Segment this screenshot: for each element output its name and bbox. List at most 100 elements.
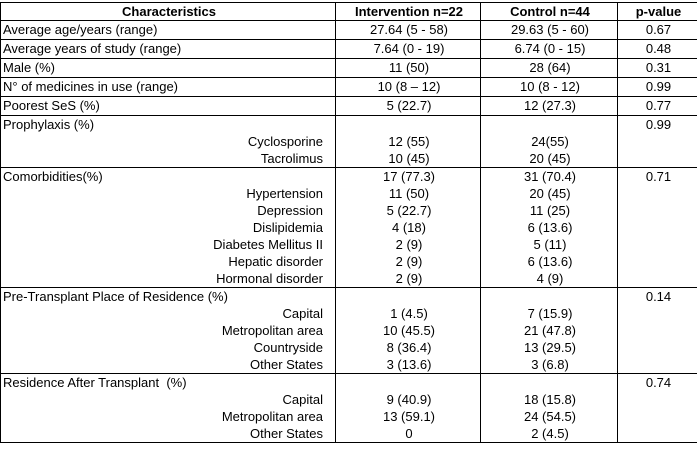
- item-control: 20 (45): [529, 186, 571, 201]
- table-row: Male (%) 11 (50) 28 (64) 0.31: [0, 58, 697, 78]
- intervention-cell: 5 (22.7): [335, 96, 481, 116]
- p-value-cell: 0.71: [617, 167, 697, 288]
- row-label: Average years of study (range): [0, 39, 336, 59]
- control-cell: 18 (15.8) 24 (54.5) 2 (4.5): [480, 373, 618, 443]
- header-row: Characteristics Intervention n=22 Control …: [0, 2, 697, 21]
- group-intervention: 17 (77.3): [382, 169, 436, 184]
- p-value-cell: 0.31: [617, 58, 697, 78]
- intervention-cell: 27.64 (5 - 58): [335, 20, 481, 40]
- item-label: Other States: [250, 357, 323, 372]
- table-row: Average years of study (range) 7.64 (0 - …: [0, 39, 697, 59]
- control-cell: 7 (15.9) 21 (47.8) 13 (29.5) 3 (6.8): [480, 287, 618, 374]
- group-label: Residence After Transplant (%): [3, 375, 187, 390]
- group-label: Prophylaxis (%): [3, 117, 95, 132]
- item-intervention: 2 (9): [395, 271, 423, 286]
- item-intervention: 11 (50): [388, 186, 430, 201]
- item-control: 24(55): [531, 134, 569, 149]
- row-label: N° of medicines in use (range): [0, 77, 336, 97]
- item-label: Dislipidemia: [252, 220, 323, 235]
- row-label: Male (%): [0, 58, 336, 78]
- item-control: 11 (25): [529, 203, 571, 218]
- item-control: 24 (54.5): [523, 409, 577, 424]
- group-control: [483, 375, 617, 392]
- item-label: Hormonal disorder: [216, 271, 323, 286]
- intervention-cell: 9 (40.9) 13 (59.1) 0: [335, 373, 481, 443]
- item-intervention: 12 (55): [388, 134, 430, 149]
- control-cell: 31 (70.4) 20 (45) 11 (25) 6 (13.6) 5 (11) 6 (…: [480, 167, 618, 288]
- table-row: Prophylaxis (%) Cyclosporine Tacrolimus 12…: [0, 115, 697, 168]
- item-control: 13 (29.5): [523, 340, 577, 355]
- item-label: Diabetes Mellitus II: [213, 237, 323, 252]
- intervention-cell: 10 (8 – 12): [335, 77, 481, 97]
- group-p-value: 0.14: [645, 289, 672, 304]
- item-label: Metropolitan area: [221, 323, 323, 338]
- item-label: Tacrolimus: [260, 151, 323, 166]
- item-label: Metropolitan area: [221, 409, 323, 424]
- table-row: Comorbidities(%) Hypertension Depression Di…: [0, 167, 697, 288]
- group-label-cell: Residence After Transplant (%) Capital Met…: [0, 373, 336, 443]
- group-intervention: [338, 117, 480, 134]
- group-control: 31 (70.4): [523, 169, 577, 184]
- item-intervention: 10 (45.5): [382, 323, 436, 338]
- group-label-cell: Pre-Transplant Place of Residence (%) Cap…: [0, 287, 336, 374]
- group-label-cell: Comorbidities(%) Hypertension Depression Di…: [0, 167, 336, 288]
- item-intervention: 2 (9): [395, 237, 423, 252]
- control-cell: 12 (27.3): [480, 96, 618, 116]
- control-cell: 10 (8 - 12): [480, 77, 618, 97]
- item-intervention: 10 (45): [388, 151, 430, 166]
- header-cell: Intervention n=22: [335, 2, 481, 21]
- item-intervention: 13 (59.1): [382, 409, 436, 424]
- row-label: Average age/years (range): [0, 20, 336, 40]
- data-table: Characteristics Intervention n=22 Control …: [0, 2, 697, 443]
- item-control: 6 (13.6): [527, 254, 573, 269]
- p-value-cell: 0.99: [617, 115, 697, 168]
- item-control: 4 (9): [536, 271, 564, 286]
- p-value-cell: 0.74: [617, 373, 697, 443]
- group-control: [483, 117, 617, 134]
- intervention-cell: 12 (55) 10 (45): [335, 115, 481, 168]
- table-body: Average age/years (range) 27.64 (5 - 58) 2…: [0, 20, 697, 443]
- item-control: 5 (11): [533, 237, 567, 252]
- intervention-cell: 17 (77.3) 11 (50) 5 (22.7) 4 (18) 2 (9) 2 (9)…: [335, 167, 481, 288]
- control-cell: 6.74 (0 - 15): [480, 39, 618, 59]
- row-label: Poorest SeS (%): [0, 96, 336, 116]
- item-control: 6 (13.6): [527, 220, 573, 235]
- p-value-cell: 0.77: [617, 96, 697, 116]
- item-intervention: 5 (22.7): [386, 203, 432, 218]
- group-intervention: [338, 289, 480, 306]
- intervention-cell: 7.64 (0 - 19): [335, 39, 481, 59]
- group-p-value: 0.71: [645, 169, 672, 184]
- table-row: Average age/years (range) 27.64 (5 - 58) 2…: [0, 20, 697, 40]
- item-label: Hypertension: [246, 186, 323, 201]
- item-control: 18 (15.8): [523, 392, 577, 407]
- item-intervention: 8 (36.4): [386, 340, 432, 355]
- intervention-cell: 11 (50): [335, 58, 481, 78]
- p-value-cell: 0.14: [617, 287, 697, 374]
- item-intervention: 9 (40.9): [386, 392, 432, 407]
- group-label: Pre-Transplant Place of Residence (%): [3, 289, 228, 304]
- item-label: Depression: [257, 203, 323, 218]
- item-intervention: 0: [405, 426, 413, 441]
- item-label: Capital: [282, 306, 323, 321]
- control-cell: 29.63 (5 - 60): [480, 20, 618, 40]
- item-control: 2 (4.5): [531, 426, 569, 441]
- item-intervention: 1 (4.5): [390, 306, 428, 321]
- control-cell: 28 (64): [480, 58, 618, 78]
- table-row: Pre-Transplant Place of Residence (%) Cap…: [0, 287, 697, 374]
- group-label: Comorbidities(%): [3, 169, 103, 184]
- group-p-value: 0.74: [645, 375, 672, 390]
- item-label: Hepatic disorder: [228, 254, 323, 269]
- item-intervention: 3 (13.6): [386, 357, 432, 372]
- group-p-value: 0.99: [645, 117, 672, 132]
- item-control: 21 (47.8): [523, 323, 577, 338]
- item-control: 3 (6.8): [531, 357, 569, 372]
- header-cell: Characteristics: [0, 2, 336, 21]
- p-value-cell: 0.67: [617, 20, 697, 40]
- group-label-cell: Prophylaxis (%) Cyclosporine Tacrolimus: [0, 115, 336, 168]
- table-row: Poorest SeS (%) 5 (22.7) 12 (27.3) 0.77: [0, 96, 697, 116]
- group-intervention: [338, 375, 480, 392]
- item-control: 7 (15.9): [527, 306, 573, 321]
- item-label: Capital: [282, 392, 323, 407]
- item-label: Other States: [250, 426, 323, 441]
